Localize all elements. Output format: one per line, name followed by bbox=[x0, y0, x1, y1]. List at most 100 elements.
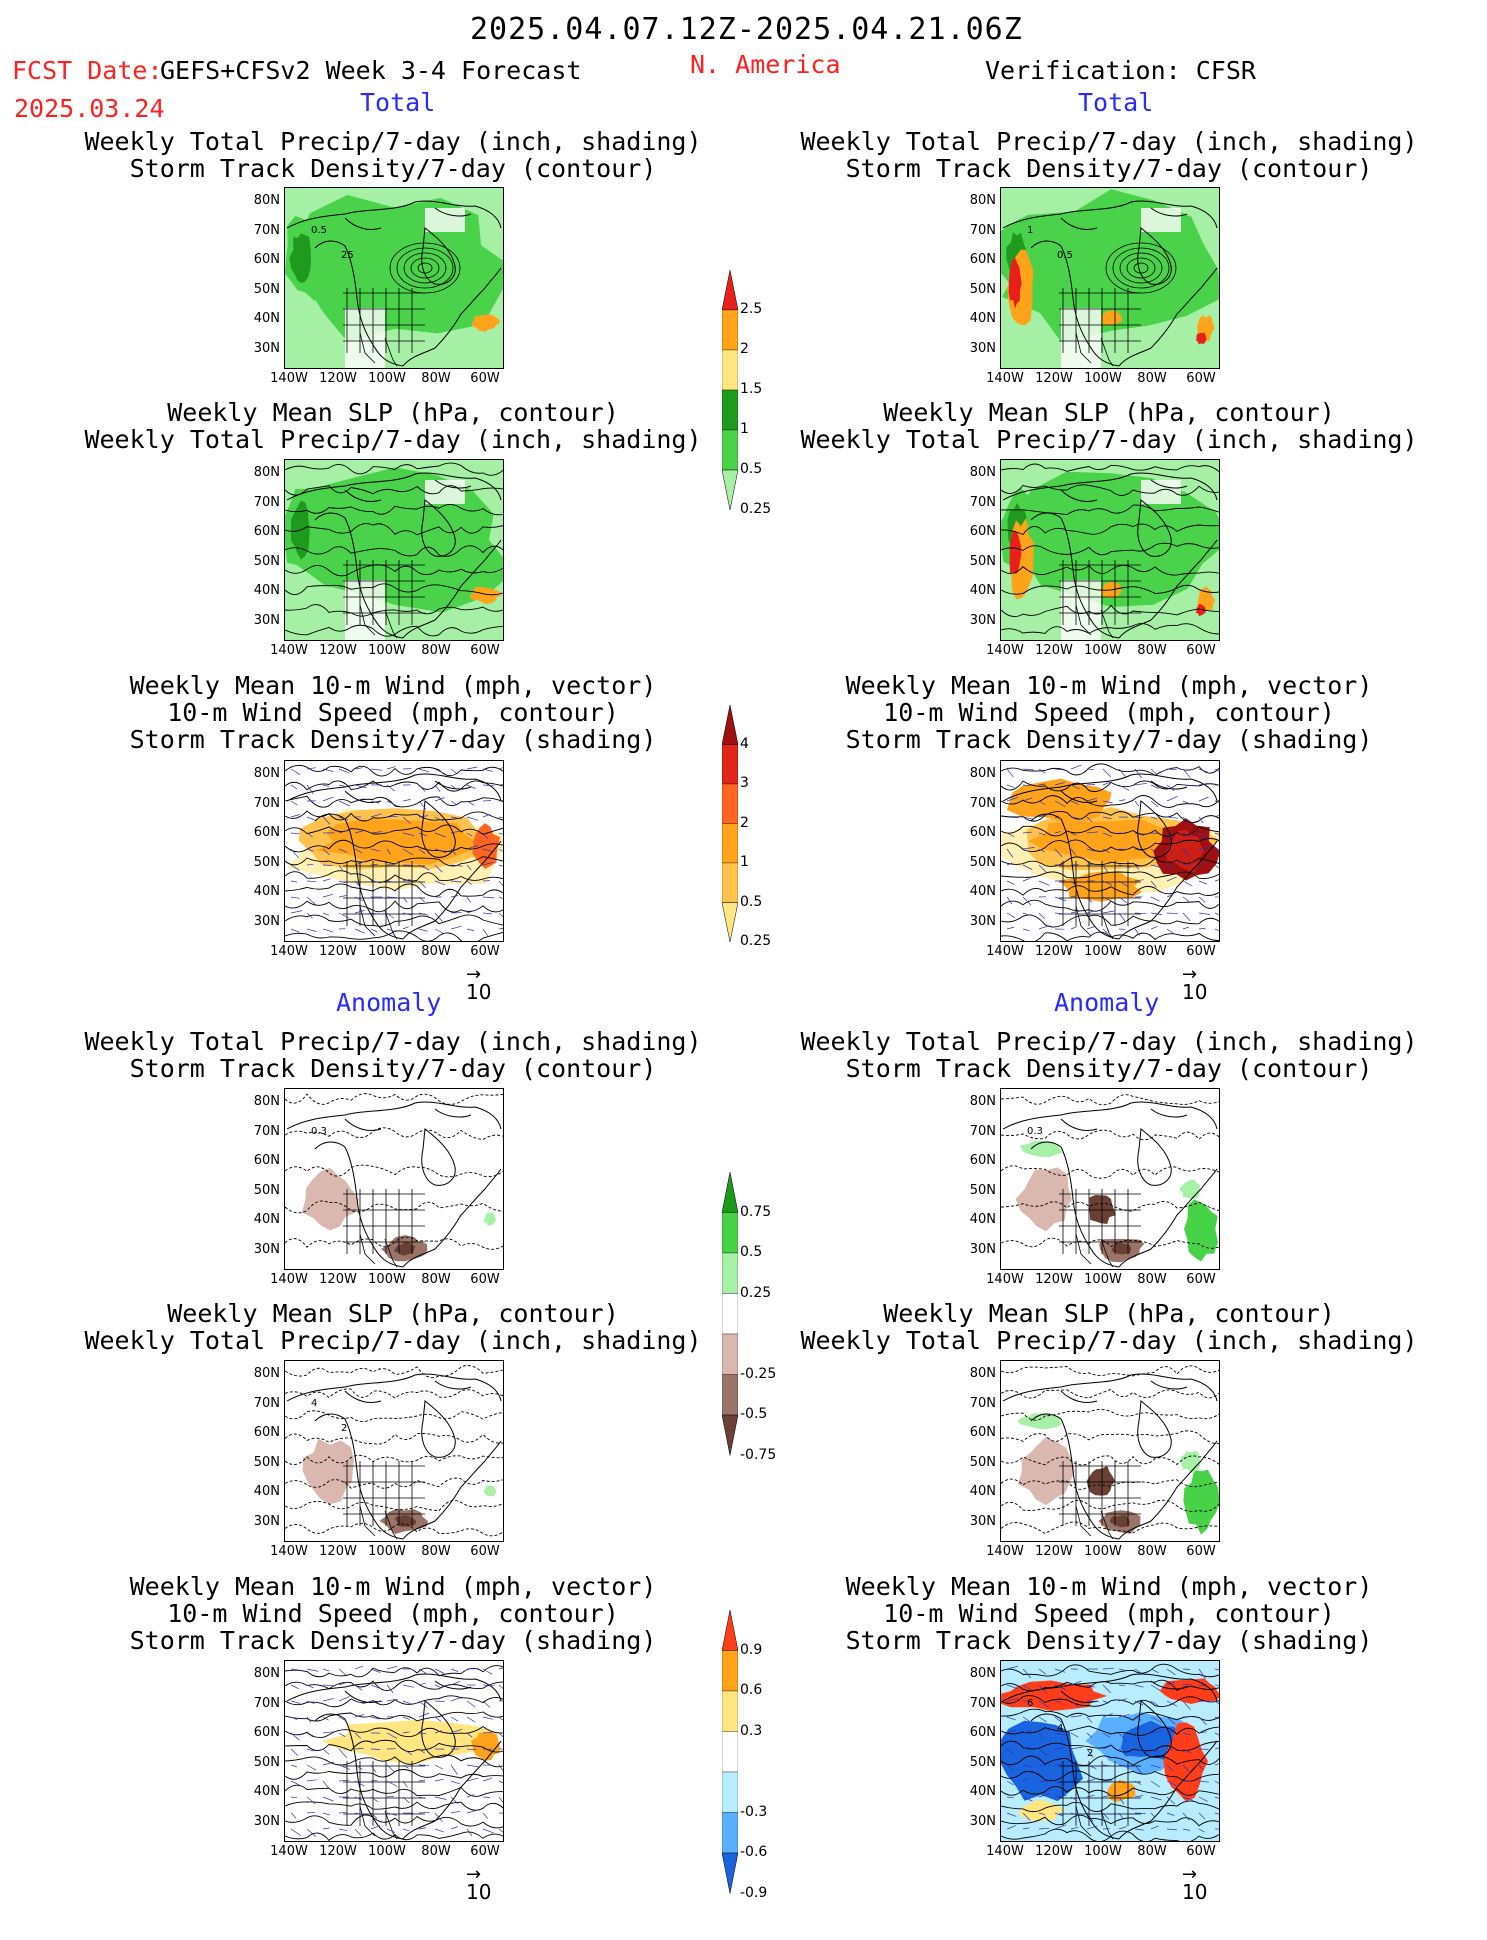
lon-tick-label: 80W bbox=[1127, 944, 1177, 959]
vector-reference-value: 10 bbox=[1182, 980, 1207, 1004]
panel-title-line: Weekly Total Precip/7-day (inch, shading… bbox=[43, 1028, 743, 1055]
lon-tick-label: 120W bbox=[313, 1272, 363, 1287]
lon-tick-label: 100W bbox=[362, 1544, 412, 1559]
map-graphic bbox=[285, 1661, 503, 1841]
colorbar-label: 0.25 bbox=[740, 501, 771, 517]
map-panel-l_wa bbox=[284, 1660, 504, 1842]
lon-tick-label: 60W bbox=[1176, 1544, 1226, 1559]
lat-tick-label: 70N bbox=[246, 1396, 280, 1411]
lon-tick-label: 60W bbox=[460, 1272, 510, 1287]
lat-tick-label: 50N bbox=[246, 1455, 280, 1470]
panel-title-line: Storm Track Density/7-day (contour) bbox=[759, 1055, 1459, 1082]
panel-title-line: 10-m Wind Speed (mph, contour) bbox=[759, 1600, 1459, 1627]
map-contour-label: 6 bbox=[1027, 1698, 1033, 1709]
map-contour-label: 2 bbox=[1087, 1748, 1093, 1759]
lon-tick-label: 60W bbox=[1176, 371, 1226, 386]
panel-title-line: Storm Track Density/7-day (shading) bbox=[43, 726, 743, 753]
lon-tick-label: 100W bbox=[362, 944, 412, 959]
panel-title-line: Weekly Mean SLP (hPa, contour) bbox=[759, 399, 1459, 426]
panel-title-line: Storm Track Density/7-day (contour) bbox=[43, 155, 743, 182]
lat-tick-label: 80N bbox=[962, 766, 996, 781]
lon-tick-label: 60W bbox=[460, 1844, 510, 1859]
lon-tick-label: 100W bbox=[1078, 1272, 1128, 1287]
colorbar-label: 2 bbox=[740, 815, 749, 831]
lon-tick-label: 120W bbox=[1029, 643, 1079, 658]
lat-tick-label: 70N bbox=[962, 796, 996, 811]
panel-title-line: Storm Track Density/7-day (contour) bbox=[43, 1055, 743, 1082]
lat-tick-label: 50N bbox=[246, 1183, 280, 1198]
lat-tick-label: 60N bbox=[246, 1425, 280, 1440]
lat-tick-label: 30N bbox=[246, 1514, 280, 1529]
panel-title-line: Weekly Mean 10-m Wind (mph, vector) bbox=[43, 1573, 743, 1600]
lat-tick-label: 80N bbox=[962, 1366, 996, 1381]
lat-tick-label: 50N bbox=[962, 282, 996, 297]
colorbar-label: 0.5 bbox=[740, 894, 762, 910]
lon-tick-label: 60W bbox=[460, 944, 510, 959]
lat-tick-label: 30N bbox=[246, 1814, 280, 1829]
lat-tick-label: 50N bbox=[962, 1455, 996, 1470]
map-graphic: 0.3 bbox=[1001, 1089, 1219, 1269]
colorbar-label: 3 bbox=[740, 775, 749, 791]
lat-tick-label: 70N bbox=[962, 1396, 996, 1411]
panel-title-line: 10-m Wind Speed (mph, contour) bbox=[43, 1600, 743, 1627]
panel-title-line: Weekly Mean 10-m Wind (mph, vector) bbox=[759, 672, 1459, 699]
panel-title-line: Weekly Total Precip/7-day (inch, shading… bbox=[43, 1327, 743, 1354]
panel-title-line: Weekly Mean SLP (hPa, contour) bbox=[759, 1300, 1459, 1327]
lat-tick-label: 40N bbox=[962, 311, 996, 326]
lat-tick-label: 60N bbox=[246, 825, 280, 840]
lat-tick-label: 60N bbox=[962, 1725, 996, 1740]
lon-tick-label: 80W bbox=[1127, 1544, 1177, 1559]
lon-tick-label: 120W bbox=[1029, 944, 1079, 959]
lat-tick-label: 80N bbox=[962, 465, 996, 480]
colorbar-label: -0.9 bbox=[740, 1885, 767, 1901]
lat-tick-label: 40N bbox=[246, 1784, 280, 1799]
map-panel-r_pa: 0.3 bbox=[1000, 1088, 1220, 1270]
map-panel-l_ps bbox=[284, 459, 504, 641]
map-contour-label: 4 bbox=[311, 1398, 317, 1409]
lat-tick-label: 50N bbox=[962, 1755, 996, 1770]
colorbar-label: 1 bbox=[740, 421, 749, 437]
lon-tick-label: 80W bbox=[1127, 1272, 1177, 1287]
lat-tick-label: 30N bbox=[962, 914, 996, 929]
forecast-period: 2025.04.07.12Z-2025.04.21.06Z bbox=[470, 12, 1023, 47]
map-graphic: 10.5 bbox=[1001, 188, 1219, 368]
lat-tick-label: 30N bbox=[962, 1814, 996, 1829]
panel-title-line: 10-m Wind Speed (mph, contour) bbox=[759, 699, 1459, 726]
lon-tick-label: 60W bbox=[460, 1544, 510, 1559]
lon-tick-label: 100W bbox=[362, 643, 412, 658]
lon-tick-label: 120W bbox=[1029, 1272, 1079, 1287]
lat-tick-label: 30N bbox=[246, 1242, 280, 1257]
lon-tick-label: 140W bbox=[980, 1544, 1030, 1559]
vector-reference: →10 bbox=[466, 1870, 491, 1904]
lat-tick-label: 40N bbox=[962, 583, 996, 598]
map-contour-label: 4 bbox=[1057, 1723, 1063, 1734]
lon-tick-label: 100W bbox=[1078, 1544, 1128, 1559]
lat-tick-label: 80N bbox=[962, 1094, 996, 1109]
panel-title-line: Weekly Mean SLP (hPa, contour) bbox=[43, 399, 743, 426]
map-graphic bbox=[1001, 1361, 1219, 1541]
lat-tick-label: 40N bbox=[962, 884, 996, 899]
lat-tick-label: 50N bbox=[246, 282, 280, 297]
lat-tick-label: 30N bbox=[246, 341, 280, 356]
map-contour-label: 0.5 bbox=[1057, 250, 1073, 261]
panel-title-line: Weekly Total Precip/7-day (inch, shading… bbox=[759, 426, 1459, 453]
region-label: N. America bbox=[690, 50, 841, 79]
arrow-right-icon: → bbox=[466, 1870, 491, 1880]
lat-tick-label: 60N bbox=[246, 252, 280, 267]
lat-tick-label: 40N bbox=[962, 1784, 996, 1799]
colorbar-label: 2.5 bbox=[740, 301, 762, 317]
lat-tick-label: 50N bbox=[962, 1183, 996, 1198]
map-panel-l_ws bbox=[284, 760, 504, 942]
lat-tick-label: 30N bbox=[246, 613, 280, 628]
colorbar-label: 4 bbox=[740, 736, 749, 752]
colorbar-precip_anom bbox=[722, 1172, 738, 1496]
section-anomaly-left: Anomaly bbox=[336, 988, 441, 1017]
map-panel-r_ws bbox=[1000, 760, 1220, 942]
lon-tick-label: 140W bbox=[980, 1844, 1030, 1859]
colorbar-label: 0.9 bbox=[740, 1642, 762, 1658]
lon-tick-label: 80W bbox=[411, 1844, 461, 1859]
lat-tick-label: 40N bbox=[246, 884, 280, 899]
panel-title-line: Storm Track Density/7-day (shading) bbox=[759, 726, 1459, 753]
lon-tick-label: 60W bbox=[1176, 643, 1226, 658]
